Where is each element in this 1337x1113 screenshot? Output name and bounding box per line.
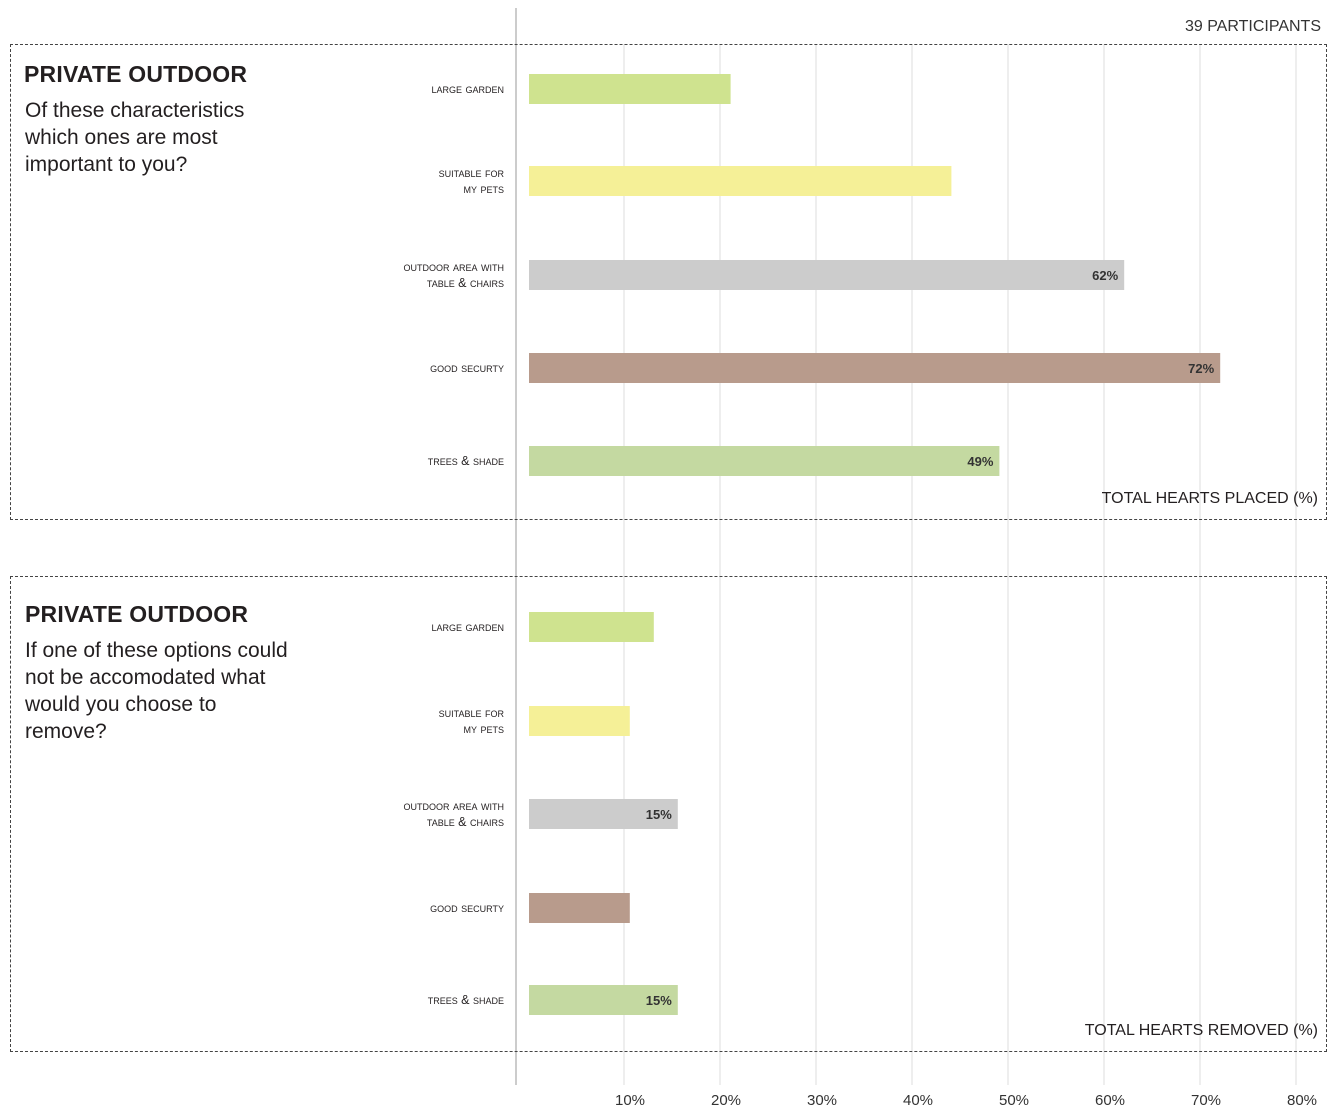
category-label-line: my pets — [463, 182, 504, 196]
panel-hearts-removed — [10, 576, 1327, 1052]
bars: 62% 72% 49% 15% 15% — [529, 74, 1221, 1015]
category-label: trees & shade — [324, 992, 504, 1008]
bar-2-3 — [529, 799, 678, 829]
category-label-line: outdoor area with — [403, 260, 504, 274]
bar-2-4 — [529, 893, 630, 923]
category-label-line: outdoor area with — [403, 799, 504, 813]
panel-2-question: If one of these options could not be acc… — [25, 639, 288, 743]
bar-value-label: 72% — [1188, 361, 1214, 376]
x-tick-label: 80% — [1286, 1092, 1318, 1109]
bar-value-label: 62% — [1092, 268, 1118, 283]
category-label-line: good securty — [430, 901, 504, 915]
panel-2-x-axis-title: TOTAL HEARTS REMOVED (%) — [1084, 1022, 1318, 1039]
category-label-line: suitable for — [438, 706, 504, 720]
x-tick-label: 10% — [614, 1092, 646, 1109]
bar-1-1 — [529, 74, 731, 104]
participants-count: 39 PARTICIPANTS — [1184, 18, 1321, 35]
category-label-line: my pets — [463, 722, 504, 736]
category-label-line: table & chairs — [426, 276, 504, 290]
category-label-line: large garden — [431, 620, 505, 634]
bar-value-label: 15% — [646, 993, 672, 1008]
x-tick-label: 70% — [1190, 1092, 1222, 1109]
category-label: outdoor area with table & chairs — [324, 259, 504, 291]
panel-1-x-axis-title: TOTAL HEARTS PLACED (%) — [1101, 490, 1318, 507]
panel-hearts-placed — [10, 44, 1327, 520]
category-label: outdoor area with table & chairs — [324, 798, 504, 830]
category-label: large garden — [324, 619, 505, 635]
bar-2-2 — [529, 706, 630, 736]
bar-2-1 — [529, 612, 654, 642]
x-tick-label: 40% — [902, 1092, 934, 1109]
category-label: suitable for my pets — [324, 165, 504, 197]
category-label-line: trees & shade — [427, 454, 504, 468]
category-label: suitable for my pets — [324, 705, 504, 737]
bar-2-5 — [529, 985, 678, 1015]
panel-2-title: PRIVATE OUTDOOR — [25, 601, 249, 627]
bar-1-5 — [529, 446, 1000, 476]
x-tick-label: 30% — [806, 1092, 838, 1109]
category-label-line: suitable for — [438, 166, 504, 180]
x-tick-label: 50% — [998, 1092, 1030, 1109]
bar-1-2 — [529, 166, 952, 196]
x-tick-label: 20% — [710, 1092, 742, 1109]
category-label-line: large garden — [431, 82, 505, 96]
gridlines — [623, 44, 1297, 1085]
bar-value-label: 15% — [646, 807, 672, 822]
panel-1-question: Of these characteristics which ones are … — [25, 99, 245, 176]
x-tick-label: 60% — [1094, 1092, 1126, 1109]
bar-1-4 — [529, 353, 1221, 383]
category-label: good securty — [324, 900, 504, 916]
bar-1-3 — [529, 260, 1125, 290]
bar-value-label: 49% — [967, 454, 993, 469]
category-label-line: table & chairs — [426, 815, 504, 829]
category-label: trees & shade — [324, 453, 504, 469]
category-label-line: good securty — [430, 361, 504, 375]
panel-1-title: PRIVATE OUTDOOR — [24, 61, 248, 87]
category-label: large garden — [324, 81, 505, 97]
category-label-line: trees & shade — [427, 993, 504, 1007]
category-label: good securty — [324, 360, 504, 376]
